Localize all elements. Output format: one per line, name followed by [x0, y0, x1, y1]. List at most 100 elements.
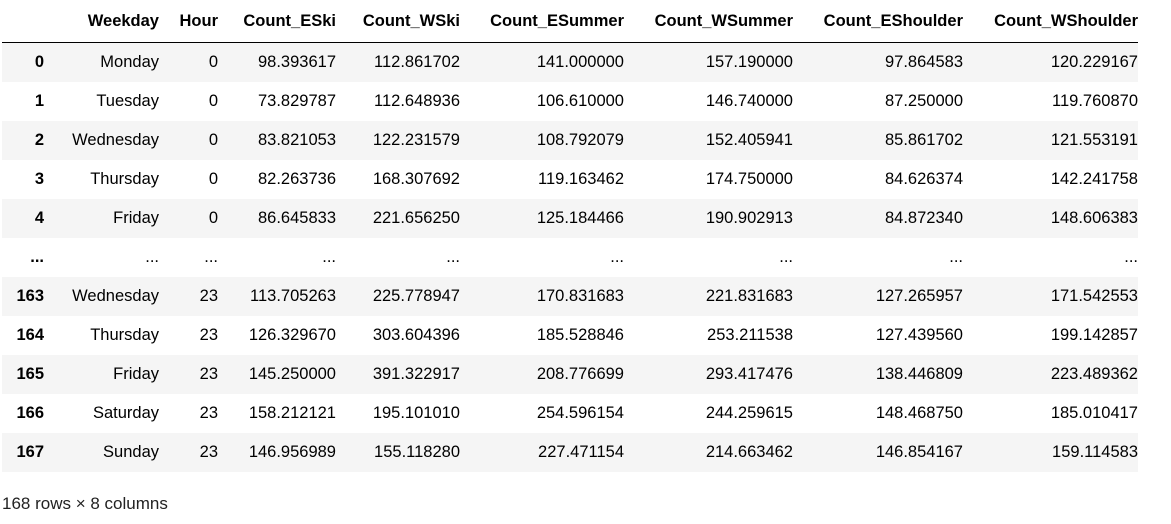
table-row: 2 Wednesday 0 83.821053 122.231579 108.7…: [2, 120, 1138, 160]
row-index: 164: [16, 325, 44, 344]
cell-count-eski: ...: [322, 247, 336, 266]
dataframe-table: Weekday Hour Count_ESki Count_WSki Count…: [2, 2, 1138, 472]
cell-hour: 0: [208, 169, 218, 188]
column-header-count-wski: Count_WSki: [336, 2, 460, 43]
cell-count-wsummer: 293.417476: [705, 364, 793, 383]
cell-weekday: Wednesday: [72, 286, 159, 305]
cell-count-wsummer: 152.405941: [705, 130, 793, 149]
cell-count-wshoulder: 171.542553: [1050, 286, 1138, 305]
table-row: 1 Tuesday 0 73.829787 112.648936 106.610…: [2, 81, 1138, 121]
cell-hour: 0: [208, 130, 218, 149]
cell-count-wshoulder: ...: [1124, 247, 1138, 266]
table-row: 166 Saturday 23 158.212121 195.101010 25…: [2, 393, 1138, 433]
cell-count-wshoulder: 159.114583: [1052, 442, 1138, 461]
cell-hour: 23: [199, 286, 218, 305]
cell-count-wshoulder: 223.489362: [1050, 364, 1138, 383]
cell-weekday: Tuesday: [96, 91, 159, 110]
cell-count-eshoulder: 87.250000: [885, 91, 963, 110]
table-row: 3 Thursday 0 82.263736 168.307692 119.16…: [2, 159, 1138, 199]
cell-count-wshoulder: 185.010417: [1050, 403, 1138, 422]
cell-weekday: ...: [145, 247, 159, 266]
cell-count-esummer: 141.000000: [536, 52, 624, 71]
cell-count-eshoulder: 97.864583: [885, 52, 963, 71]
cell-count-wski: 195.101010: [372, 403, 460, 422]
cell-hour: 0: [208, 91, 218, 110]
cell-count-wski: 112.648936: [374, 91, 460, 110]
cell-count-eski: 98.393617: [258, 52, 336, 71]
column-header-hour: Hour: [160, 2, 219, 43]
cell-count-wski: 225.778947: [372, 286, 460, 305]
row-index: 165: [16, 364, 44, 383]
cell-count-eshoulder: 84.626374: [885, 169, 963, 188]
row-index: ...: [30, 247, 44, 266]
cell-weekday: Thursday: [90, 325, 159, 344]
cell-count-eski: 113.705263: [250, 286, 336, 305]
cell-count-wshoulder: 148.606383: [1050, 208, 1138, 227]
cell-count-esummer: 208.776699: [536, 364, 624, 383]
table-row: 4 Friday 0 86.645833 221.656250 125.1844…: [2, 198, 1138, 238]
row-index: 4: [34, 208, 44, 227]
row-index: 167: [16, 442, 44, 461]
cell-count-esummer: ...: [610, 247, 624, 266]
cell-hour: 23: [199, 325, 218, 344]
cell-count-esummer: 227.471154: [538, 442, 624, 461]
index-header: [2, 2, 46, 43]
cell-count-eshoulder: ...: [949, 247, 963, 266]
table-row: 165 Friday 23 145.250000 391.322917 208.…: [2, 354, 1138, 394]
row-index: 3: [34, 169, 44, 188]
header-row: Weekday Hour Count_ESki Count_WSki Count…: [2, 2, 1138, 43]
cell-count-wski: 168.307692: [372, 169, 460, 188]
cell-count-eshoulder: 138.446809: [875, 364, 963, 383]
table-row: 163 Wednesday 23 113.705263 225.778947 1…: [2, 276, 1138, 316]
row-index: 163: [16, 286, 44, 305]
cell-count-eshoulder: 85.861702: [885, 130, 963, 149]
cell-weekday: Monday: [100, 52, 159, 71]
cell-count-eski: 82.263736: [258, 169, 336, 188]
cell-weekday: Friday: [113, 208, 159, 227]
cell-count-wsummer: 146.740000: [705, 91, 793, 110]
cell-count-wshoulder: 120.229167: [1050, 52, 1138, 71]
cell-count-esummer: 119.163462: [538, 169, 624, 188]
column-header-count-wshoulder: Count_WShoulder: [963, 2, 1138, 43]
cell-count-wsummer: 253.211538: [707, 325, 793, 344]
cell-count-esummer: 106.610000: [536, 91, 624, 110]
cell-count-wsummer: 221.831683: [705, 286, 793, 305]
cell-hour: 23: [199, 403, 218, 422]
column-header-count-eshoulder: Count_EShoulder: [793, 2, 963, 43]
cell-count-esummer: 170.831683: [536, 286, 624, 305]
row-index: 166: [16, 403, 44, 422]
cell-count-wski: 112.861702: [374, 52, 460, 71]
cell-weekday: Sunday: [103, 442, 159, 461]
cell-count-esummer: 254.596154: [536, 403, 624, 422]
cell-count-eshoulder: 127.265957: [875, 286, 963, 305]
cell-count-eski: 145.250000: [248, 364, 336, 383]
column-header-count-esummer: Count_ESummer: [460, 2, 624, 43]
cell-count-eski: 83.821053: [258, 130, 336, 149]
cell-count-eski: 146.956989: [248, 442, 336, 461]
table-body: 0 Monday 0 98.393617 112.861702 141.0000…: [2, 42, 1138, 472]
cell-weekday: Wednesday: [72, 130, 159, 149]
cell-count-eski: 158.212121: [248, 403, 336, 422]
cell-count-wsummer: 190.902913: [705, 208, 793, 227]
cell-count-eski: 126.329670: [248, 325, 336, 344]
cell-count-eski: 86.645833: [258, 208, 336, 227]
cell-count-wski: 221.656250: [372, 208, 460, 227]
row-index: 0: [34, 52, 44, 71]
row-index: 2: [34, 130, 44, 149]
cell-weekday: Saturday: [92, 403, 159, 422]
table-header: Weekday Hour Count_ESki Count_WSki Count…: [2, 2, 1138, 43]
cell-weekday: Friday: [113, 364, 159, 383]
cell-weekday: Thursday: [90, 169, 159, 188]
column-header-count-wsummer: Count_WSummer: [624, 2, 793, 43]
cell-count-wshoulder: 142.241758: [1050, 169, 1138, 188]
cell-hour: ...: [204, 247, 218, 266]
cell-count-wsummer: 174.750000: [705, 169, 793, 188]
cell-count-wsummer: ...: [779, 247, 793, 266]
cell-count-wski: ...: [446, 247, 460, 266]
cell-hour: 0: [208, 52, 218, 71]
table-row: 167 Sunday 23 146.956989 155.118280 227.…: [2, 432, 1138, 472]
row-index: 1: [34, 91, 44, 110]
cell-count-wsummer: 214.663462: [705, 442, 793, 461]
cell-count-wski: 303.604396: [372, 325, 460, 344]
